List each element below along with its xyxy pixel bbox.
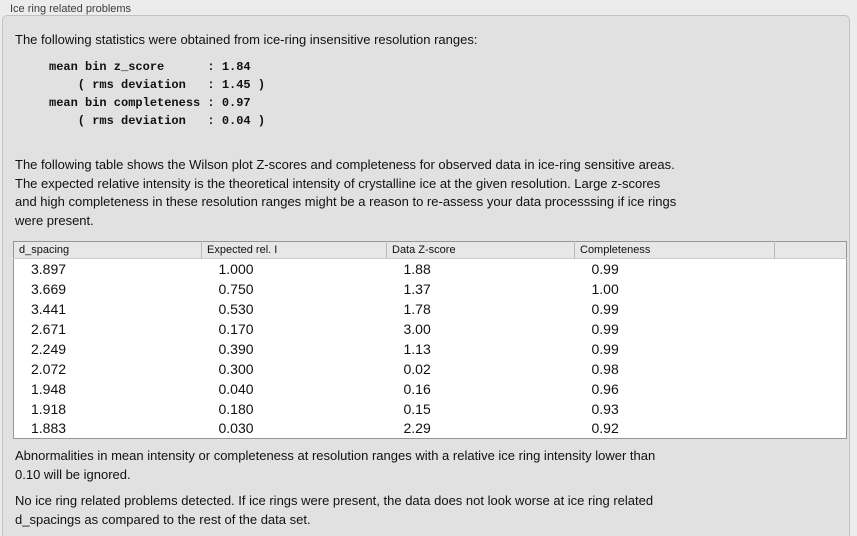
table-cell	[775, 399, 847, 419]
table-cell	[775, 359, 847, 379]
table-cell: 0.170	[218, 320, 254, 337]
description-line: The following table shows the Wilson plo…	[15, 157, 675, 172]
table-cell: 1.948	[31, 380, 67, 397]
table-cell: 0.530	[218, 300, 254, 317]
table-cell: 2.072	[31, 360, 67, 377]
table-cell: 3.669	[31, 280, 67, 297]
notes-text: Abnormalities in mean intensity or compl…	[15, 447, 655, 484]
stats-line: ( rms deviation : 0.04 )	[49, 114, 266, 128]
table-row[interactable]: 2.072 0.300 0.02 0.98	[14, 359, 847, 379]
table-cell: 0.180	[218, 400, 254, 417]
description-line: were present.	[15, 212, 94, 228]
conclusion-line: d_spacings as compared to the rest of th…	[15, 511, 311, 527]
table-cell	[775, 419, 847, 439]
table-body: 3.897 1.000 1.88 0.99 3.669 0.750 1.37 1.00 3.44…	[14, 259, 847, 439]
stats-block: mean bin z_score : 1.84 ( rms deviation …	[49, 58, 265, 130]
stats-line: ( rms deviation : 1.45 )	[49, 78, 266, 92]
intro-text: The following statistics were obtained f…	[15, 32, 478, 47]
conclusion-text: No ice ring related problems detected. I…	[15, 492, 653, 529]
table-row[interactable]: 1.948 0.040 0.16 0.96	[14, 379, 847, 399]
table-cell: 0.98	[591, 360, 619, 377]
table-row[interactable]: 3.441 0.530 1.78 0.99	[14, 299, 847, 319]
table-cell: 0.96	[591, 380, 619, 397]
column-header-data-z-score[interactable]: Data Z-score	[386, 241, 575, 259]
column-header-completeness[interactable]: Completeness	[574, 241, 775, 259]
table-cell: 0.750	[218, 280, 254, 297]
table-cell	[775, 379, 847, 399]
table-cell: 0.040	[218, 380, 254, 397]
column-header-d-spacing[interactable]: d_spacing	[13, 241, 202, 259]
table-header: d_spacing Expected rel. I Data Z-score C…	[13, 241, 847, 259]
table-row[interactable]: 3.669 0.750 1.37 1.00	[14, 279, 847, 299]
table-cell: 1.00	[591, 280, 619, 297]
table-cell: 1.918	[31, 400, 67, 417]
table-row[interactable]: 2.671 0.170 3.00 0.99	[14, 319, 847, 339]
description-text: The following table shows the Wilson plo…	[15, 156, 676, 230]
table-cell: 2.671	[31, 320, 67, 337]
table-cell: 1.37	[403, 280, 431, 297]
table-cell	[775, 339, 847, 359]
table-cell: 0.99	[591, 300, 619, 317]
notes-line: 0.10 will be ignored.	[15, 466, 131, 482]
table-cell: 2.249	[31, 340, 67, 357]
table-cell: 1.883	[31, 420, 67, 437]
description-line: The expected relative intensity is the t…	[15, 175, 661, 191]
table-row[interactable]: 1.918 0.180 0.15 0.93	[14, 399, 847, 419]
table-cell: 3.441	[31, 300, 67, 317]
panel-title: Ice ring related problems	[10, 3, 132, 15]
table-cell: 0.02	[403, 360, 431, 377]
table-cell: 3.00	[403, 320, 431, 337]
table-cell: 0.390	[218, 340, 254, 357]
table-cell: 0.93	[591, 400, 619, 417]
table-cell: 0.15	[403, 400, 431, 417]
table-cell: 0.030	[218, 420, 254, 437]
table-cell: 0.99	[591, 260, 619, 277]
stats-line: mean bin completeness : 0.97	[49, 96, 251, 110]
stats-line: mean bin z_score : 1.84	[49, 60, 251, 74]
table-cell: 1.13	[403, 340, 431, 357]
table-cell	[775, 299, 847, 319]
table-cell: 1.000	[218, 260, 254, 277]
table-row[interactable]: 3.897 1.000 1.88 0.99	[14, 259, 847, 279]
column-header-empty	[774, 241, 847, 259]
table-row[interactable]: 1.883 0.030 2.29 0.92	[14, 419, 847, 439]
ice-ring-group-box: The following statistics were obtained f…	[2, 15, 850, 536]
table-cell: 0.99	[591, 340, 619, 357]
table-cell: 3.897	[31, 260, 67, 277]
description-line: and high completeness in these resolutio…	[15, 194, 677, 209]
table-cell: 0.99	[591, 320, 619, 337]
table-header-row: d_spacing Expected rel. I Data Z-score C…	[13, 241, 847, 259]
table-cell: 0.300	[218, 360, 254, 377]
table-cell	[775, 279, 847, 299]
table-cell: 0.16	[403, 380, 431, 397]
table-cell: 1.88	[403, 260, 431, 277]
conclusion-line: No ice ring related problems detected. I…	[15, 493, 654, 508]
table-cell: 0.92	[591, 420, 619, 437]
notes-line: Abnormalities in mean intensity or compl…	[15, 448, 656, 463]
table-cell	[775, 319, 847, 339]
ice-ring-table: d_spacing Expected rel. I Data Z-score C…	[13, 241, 847, 439]
table-cell: 1.78	[403, 300, 431, 317]
table-cell: 2.29	[403, 420, 431, 437]
table-cell	[775, 259, 847, 279]
table-row[interactable]: 2.249 0.390 1.13 0.99	[14, 339, 847, 359]
column-header-expected-rel-i[interactable]: Expected rel. I	[201, 241, 387, 259]
